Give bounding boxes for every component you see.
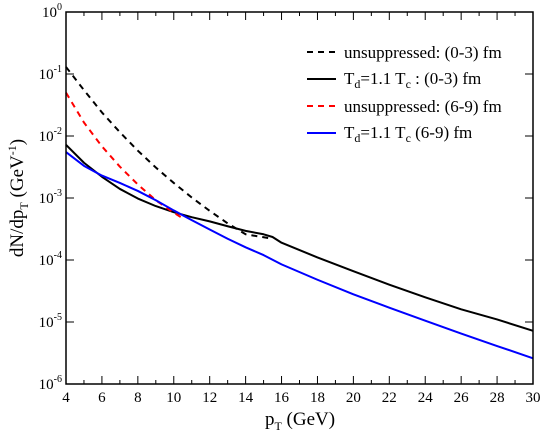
series-layer bbox=[65, 66, 534, 360]
series-line-4 bbox=[65, 151, 534, 360]
ticks-layer: 4 6 8 10 12 14 16 18 20 22 24 26 28 30 100 10-1 10-2 10-3… bbox=[39, 2, 541, 406]
legend-label-4: Td=1.1 Tc (6-9) fm bbox=[344, 123, 472, 145]
x-tick-label: 28 bbox=[490, 390, 505, 406]
series-line-1 bbox=[65, 66, 273, 240]
x-tick-label: 4 bbox=[62, 390, 70, 406]
x-tick-label: 18 bbox=[310, 390, 325, 406]
legend-label-2: Td=1.1 Tc : (0-3) fm bbox=[344, 69, 481, 91]
legend-label-3: unsuppressed: (6-9) fm bbox=[344, 97, 502, 116]
y-tick-label: 100 bbox=[42, 2, 62, 21]
x-tick-label: 22 bbox=[382, 390, 397, 406]
y-tick-label: 10-2 bbox=[39, 126, 62, 145]
x-tick-label: 30 bbox=[526, 390, 541, 406]
x-tick-label: 6 bbox=[98, 390, 106, 406]
x-tick-label: 24 bbox=[418, 390, 434, 406]
y-tick-label: 10-5 bbox=[39, 312, 62, 331]
x-tick-label: 16 bbox=[274, 390, 290, 406]
series-line-3 bbox=[65, 92, 184, 220]
x-axis-title: pT (GeV) bbox=[265, 409, 335, 433]
x-tick-label: 20 bbox=[346, 390, 361, 406]
x-tick-label: 10 bbox=[166, 390, 181, 406]
x-tick-label: 12 bbox=[202, 390, 217, 406]
y-tick-label: 10-6 bbox=[39, 374, 62, 393]
legend: unsuppressed: (0-3) fm Td=1.1 Tc : (0-3)… bbox=[307, 43, 502, 145]
series-line-2 bbox=[65, 144, 534, 332]
y-axis-title: dN/dpT (GeV-1) bbox=[5, 139, 31, 257]
x-tick-label: 8 bbox=[134, 390, 142, 406]
y-tick-label: 10-3 bbox=[39, 188, 62, 207]
plot-frame bbox=[65, 11, 534, 385]
legend-label-1: unsuppressed: (0-3) fm bbox=[344, 43, 502, 62]
x-tick-label: 26 bbox=[454, 390, 470, 406]
x-tick-label: 14 bbox=[238, 390, 254, 406]
y-tick-label: 10-1 bbox=[39, 64, 62, 83]
y-tick-label: 10-4 bbox=[39, 250, 62, 269]
